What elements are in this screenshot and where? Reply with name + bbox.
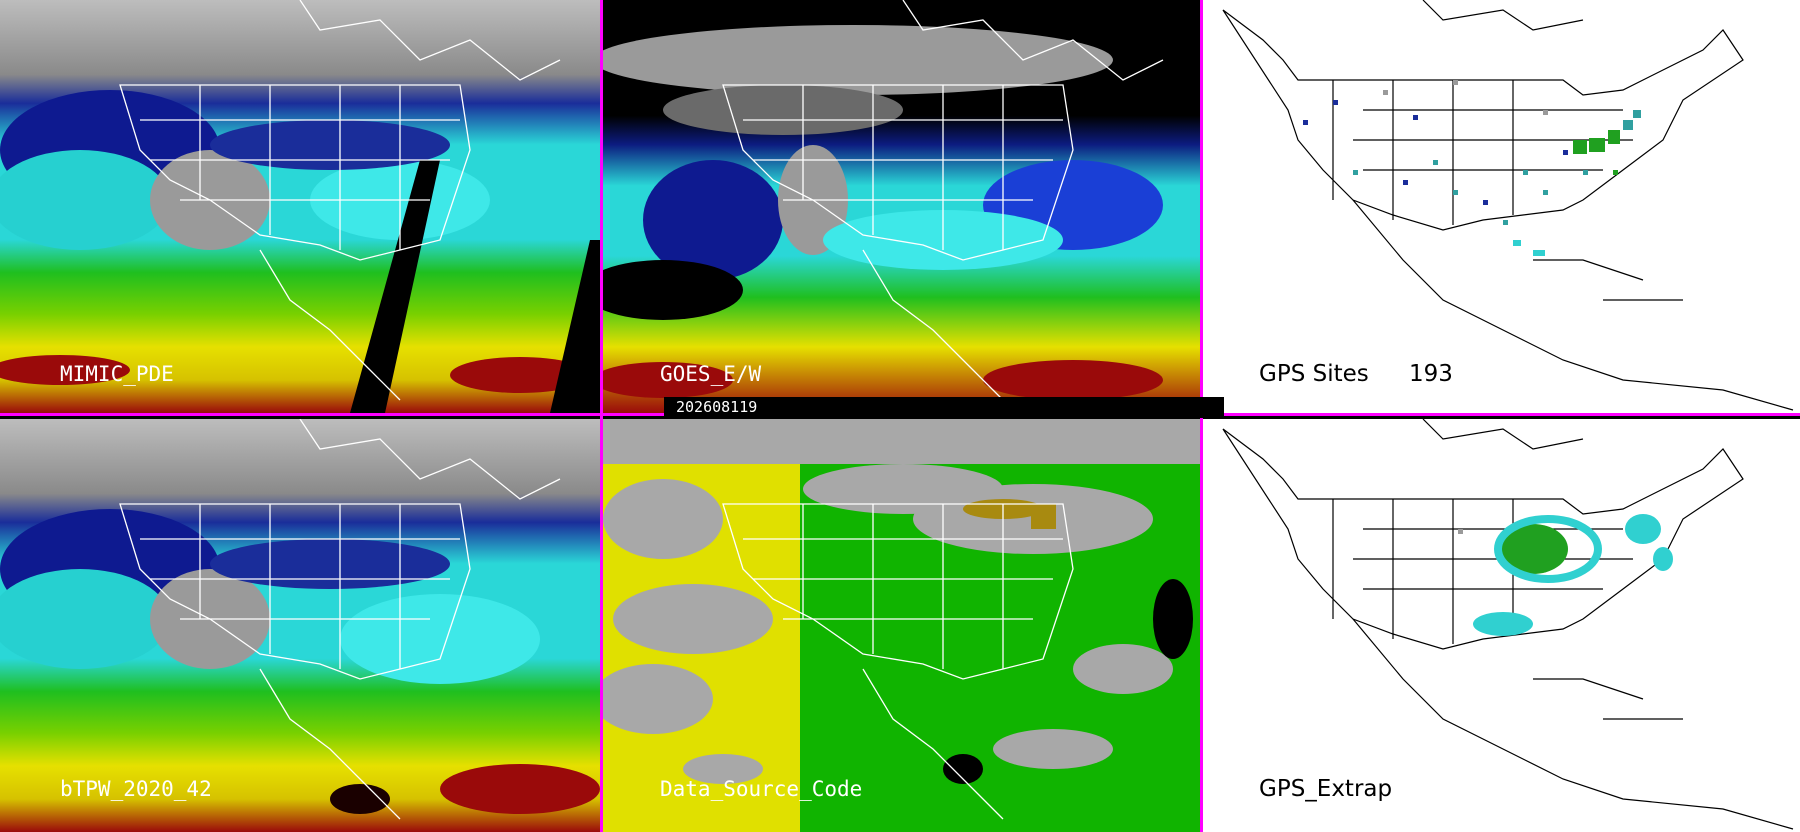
panel-gps-sites: GPS Sites 193 [1203, 0, 1800, 413]
panel-label: GPS_Extrap [1259, 776, 1393, 802]
panel-goes-ew: GOES_E/W [603, 0, 1200, 413]
panel-btpw: bTPW_2020_42 [0, 419, 600, 832]
btpw-field-map [0, 419, 600, 832]
panel-label: GPS Sites [1259, 361, 1369, 387]
panel-label: GOES_E/W [660, 362, 762, 386]
date-label: 202608119 [664, 397, 1224, 418]
panel-label: MIMIC_PDE [60, 362, 174, 386]
panel-data-source-code: Data_Source_Code [603, 419, 1200, 832]
vertical-divider-left [600, 0, 603, 832]
panel-mimic-pde: MIMIC_PDE [0, 0, 600, 413]
panel-gps-extrap: GPS_Extrap [1203, 419, 1800, 832]
panel-label: bTPW_2020_42 [60, 777, 212, 801]
panel-label: Data_Source_Code [660, 777, 863, 801]
gps-site-markers [1303, 80, 1641, 256]
gps-site-count: 193 [1409, 361, 1453, 387]
gps-sites-map [1222, 0, 1794, 411]
tpw-field-map [0, 0, 600, 413]
gps-extrap-map [1222, 419, 1794, 830]
goes-tpw-map [603, 0, 1200, 413]
data-source-map [603, 419, 1200, 832]
